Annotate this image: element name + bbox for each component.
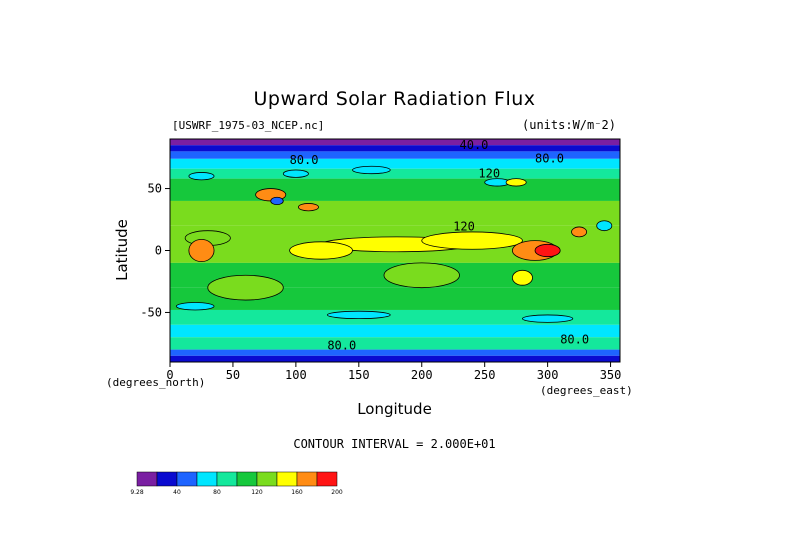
lat-band	[170, 168, 620, 179]
y-axis-label: Latitude	[113, 219, 131, 281]
flux-patch	[596, 220, 613, 232]
flux-patch	[421, 231, 523, 250]
x-tick-label: 50	[226, 368, 240, 382]
contour-label: 80.0	[535, 152, 564, 166]
lat-band	[170, 355, 620, 362]
lat-band	[170, 145, 620, 152]
lat-band	[170, 324, 620, 338]
colorbar-swatch	[176, 471, 198, 487]
dataset-label: [USWRF_1975-03_NCEP.nc]	[172, 119, 325, 132]
x-unit-label: (degrees_east)	[540, 384, 633, 397]
colorbar-swatch	[136, 471, 158, 487]
flux-patch	[511, 269, 533, 286]
colorbar-swatch	[216, 471, 238, 487]
contour-label: 120	[453, 220, 475, 234]
colorbar-label: 40	[173, 489, 181, 496]
x-tick-label: 200	[411, 368, 433, 382]
colorbar-label: 80	[213, 489, 221, 496]
flux-patch	[522, 314, 574, 323]
colorbar-swatch	[256, 471, 278, 487]
lat-band	[170, 309, 620, 325]
colorbar-label: 160	[291, 489, 303, 496]
flux-field	[170, 139, 620, 362]
chart-title: Upward Solar Radiation Flux	[253, 88, 536, 110]
contour-label-group: 40.0 80.0 80.0 120 120 80.0 80.0	[290, 138, 590, 353]
colorbar-swatch	[196, 471, 218, 487]
flux-patch	[505, 178, 527, 187]
contour-interval-text: CONTOUR INTERVAL = 2.000E+01	[293, 437, 496, 451]
flux-patch	[188, 172, 215, 181]
colorbar-swatch	[156, 471, 178, 487]
flux-patch	[352, 165, 391, 175]
lat-band	[170, 349, 620, 356]
flux-patch	[571, 226, 588, 238]
flux-patch	[289, 241, 353, 260]
y-tick-label: 0	[155, 244, 162, 258]
flux-patch	[270, 196, 284, 206]
colorbar-label: 9.28	[130, 489, 144, 496]
lat-band	[170, 178, 620, 201]
colorbar-swatch	[316, 471, 338, 487]
contour-label: 80.0	[560, 332, 589, 346]
colorbar-swatch	[276, 471, 298, 487]
lat-band	[170, 200, 620, 226]
x-tick-label: 100	[285, 368, 307, 382]
lat-band	[170, 151, 620, 159]
flux-patch	[188, 238, 215, 263]
contour-label: 80.0	[327, 339, 356, 353]
flux-patch	[297, 203, 319, 212]
flux-patch	[534, 243, 561, 258]
x-tick-label: 300	[537, 368, 559, 382]
flux-patch	[326, 310, 391, 320]
flux-patch	[282, 169, 309, 178]
y-unit-label: (degrees_north)	[106, 376, 206, 389]
lat-band	[170, 158, 620, 169]
contour-label: 120	[478, 166, 500, 180]
contour-label: 80.0	[290, 153, 319, 167]
colorbar: 9.28 40 80 120 160 200	[130, 471, 343, 496]
x-tick-label: 350	[600, 368, 622, 382]
axes-group: 0 50 100 150 200 250 300 350 50 0 -50	[140, 182, 621, 382]
colorbar-label: 200	[331, 489, 343, 496]
x-tick-label: 250	[474, 368, 496, 382]
colorbar-swatch	[236, 471, 258, 487]
x-tick-label: 150	[348, 368, 370, 382]
units-label: (units:W/m⁻2)	[522, 118, 616, 132]
lat-band	[170, 139, 620, 146]
lat-band	[170, 337, 620, 350]
flux-patch	[383, 262, 460, 289]
y-tick-label: 50	[148, 182, 162, 196]
x-tick-label: 0	[166, 368, 173, 382]
contour-label: 40.0	[460, 138, 489, 152]
flux-patch	[207, 274, 284, 301]
y-tick-label: -50	[140, 305, 162, 319]
colorbar-swatch	[296, 471, 318, 487]
colorbar-label: 120	[251, 489, 263, 496]
x-axis-label: Longitude	[357, 400, 432, 418]
lat-band	[170, 287, 620, 310]
flux-patch	[175, 302, 215, 311]
